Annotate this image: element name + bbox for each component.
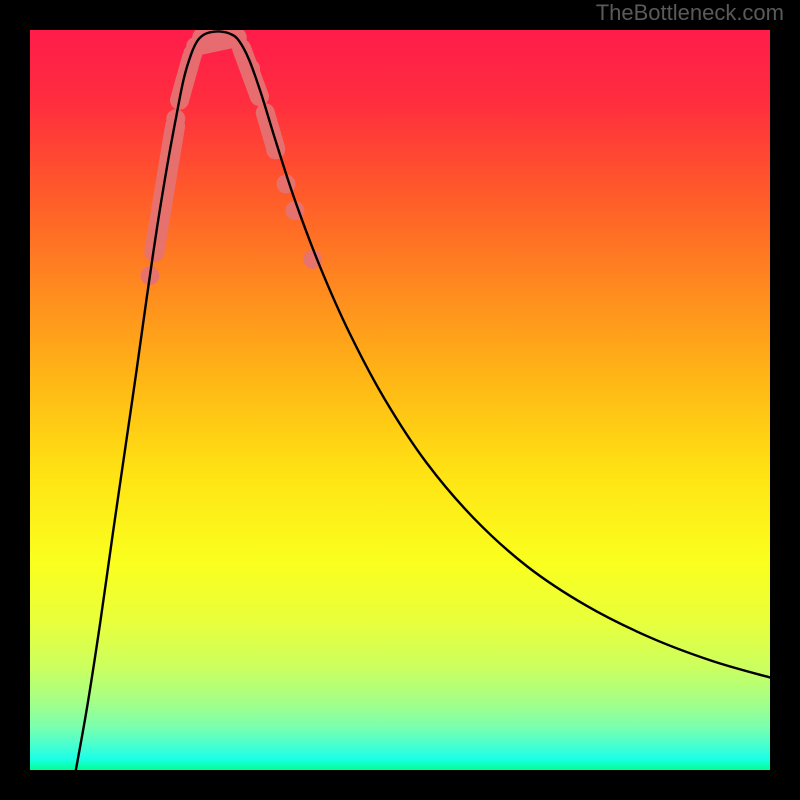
curve-layer — [30, 30, 770, 770]
plot-area — [30, 30, 770, 770]
watermark-text: TheBottleneck.com — [596, 0, 784, 26]
chart-stage: TheBottleneck.com — [0, 0, 800, 800]
